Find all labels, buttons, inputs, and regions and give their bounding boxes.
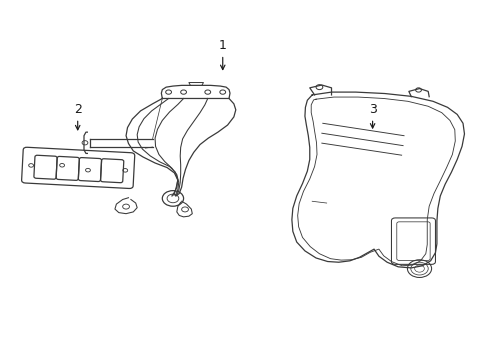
Text: 1: 1 <box>218 39 226 69</box>
Text: 2: 2 <box>74 103 81 130</box>
Text: 3: 3 <box>368 103 376 128</box>
